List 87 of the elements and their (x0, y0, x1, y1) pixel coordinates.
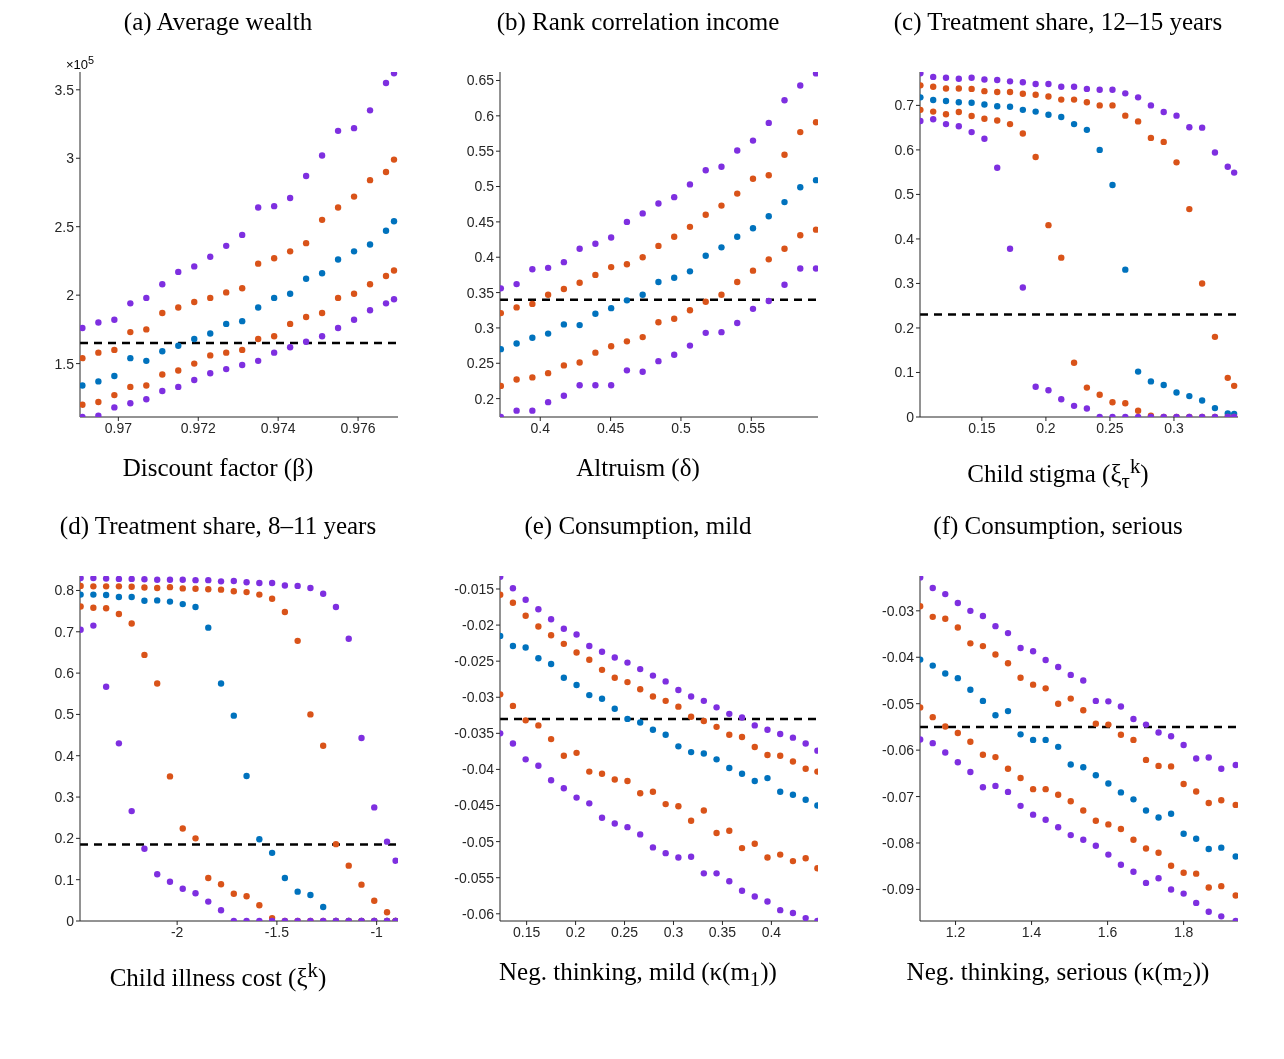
y-tick-label: 2.5 (54, 218, 75, 235)
y-tick-label: 0.6 (474, 107, 495, 124)
x-tick-label: 0.2 (1036, 419, 1056, 436)
y-tick-label: -0.025 (454, 653, 495, 670)
y-tick-label: -0.05 (462, 833, 495, 850)
x-axis-title: Neg. thinking, serious (κ(m$_{2}$)) (906, 958, 1210, 993)
y-tick-label: 0.65 (466, 72, 495, 89)
y-tick-label: 0.7 (54, 624, 75, 641)
x-tick-label: 0.97 (104, 419, 133, 436)
x-tick-label: -1 (370, 924, 384, 941)
y-tick-label: 3.5 (54, 81, 75, 98)
y-tick-label: 0.2 (894, 319, 915, 336)
y-tick-label: 0.4 (474, 249, 495, 266)
y-tick-label: 0.4 (54, 748, 75, 765)
x-axis-title: Neg. thinking, mild (κ(m$_{1}$)) (499, 958, 777, 993)
x-tick-label: 1.6 (1097, 924, 1118, 941)
y-tick-label: 0.2 (54, 830, 75, 847)
x-tick-label: 0.45 (596, 419, 625, 436)
x-tick-label: 0.5 (671, 419, 691, 436)
y-tick-label: 0.6 (894, 141, 915, 158)
chart-title: (b) Rank correlation income (496, 8, 780, 38)
x-tick-label: 0.15 (968, 419, 996, 436)
chart-title: (c) Treatment share, 12–15 years (893, 8, 1223, 38)
y-tick-label: -0.07 (882, 788, 915, 805)
chart-title: (e) Consumption, mild (524, 512, 752, 542)
y-tick-label: 0 (906, 408, 915, 425)
y-tick-label: 0.1 (894, 364, 915, 381)
y-tick-label: -0.05 (882, 695, 915, 712)
y-tick-label: -0.06 (882, 742, 915, 759)
y-tick-label: -0.04 (462, 761, 495, 778)
annotation: ×10$^{5}$ (66, 54, 95, 73)
y-tick-label: 0.55 (466, 143, 495, 160)
x-tick-label: 0.3 (1164, 419, 1184, 436)
y-tick-label: -0.04 (882, 649, 915, 666)
y-tick-label: 0.35 (466, 284, 495, 301)
y-tick-label: 0.25 (466, 355, 495, 372)
x-tick-label: 0.3 (663, 924, 684, 941)
x-tick-label: -1.5 (264, 924, 290, 941)
x-axis-title: Child stigma (ξ$_{τ}$$^{k}$) (967, 454, 1149, 495)
y-tick-label: 1.5 (54, 355, 75, 372)
y-tick-label: 0.5 (54, 706, 75, 723)
y-tick-label: 2 (66, 287, 75, 304)
x-tick-label: 0.976 (340, 419, 376, 436)
y-tick-label: 0.5 (894, 186, 915, 203)
y-tick-label: -0.055 (454, 869, 495, 886)
y-tick-label: 0.45 (466, 213, 495, 230)
x-tick-label: 1.2 (945, 924, 966, 941)
y-tick-label: -0.03 (462, 689, 495, 706)
x-axis-title: Altruism (δ) (576, 454, 700, 482)
y-tick-label: 0.7 (894, 97, 915, 114)
x-axis-title: Discount factor (β) (122, 454, 314, 482)
y-tick-label: 0.5 (474, 178, 495, 195)
x-axis-title: Child illness cost (ξ$^{k}$) (109, 958, 327, 993)
y-tick-label: 0 (66, 913, 75, 930)
y-tick-label: -0.015 (454, 581, 495, 598)
y-tick-label: -0.045 (454, 797, 495, 814)
chart-title: (a) Average wealth (123, 8, 313, 38)
y-tick-label: 0.3 (54, 789, 75, 806)
y-tick-label: 0.3 (474, 319, 495, 336)
y-tick-label: -0.06 (462, 906, 495, 923)
x-tick-label: 0.2 (565, 924, 586, 941)
x-tick-label: 0.972 (180, 419, 216, 436)
x-tick-label: 1.4 (1021, 924, 1042, 941)
y-tick-label: 3 (66, 150, 75, 167)
x-tick-label: 0.55 (737, 419, 766, 436)
y-tick-label: -0.08 (882, 835, 915, 852)
x-tick-label: 0.25 (1096, 419, 1124, 436)
chart-title: (d) Treatment share, 8–11 years (59, 512, 377, 542)
y-tick-label: -0.09 (882, 881, 915, 898)
y-tick-label: 0.8 (54, 582, 75, 599)
x-tick-label: 0.4 (761, 924, 782, 941)
y-tick-label: -0.03 (882, 603, 915, 620)
x-tick-label: 0.35 (708, 924, 737, 941)
x-tick-label: -2 (170, 924, 184, 941)
y-tick-label: -0.035 (454, 725, 495, 742)
chart-title: (f) Consumption, serious (933, 512, 1183, 542)
y-tick-label: 0.2 (474, 390, 495, 407)
y-tick-label: -0.02 (462, 617, 495, 634)
y-tick-label: 0.1 (54, 871, 75, 888)
x-tick-label: 0.25 (610, 924, 639, 941)
y-tick-label: 0.6 (54, 665, 75, 682)
y-tick-label: 0.4 (894, 230, 915, 247)
y-tick-label: 0.3 (894, 275, 915, 292)
x-tick-label: 1.8 (1173, 924, 1194, 941)
x-tick-label: 0.4 (530, 419, 551, 436)
x-tick-label: 0.15 (513, 924, 541, 941)
x-tick-label: 0.974 (260, 419, 296, 436)
